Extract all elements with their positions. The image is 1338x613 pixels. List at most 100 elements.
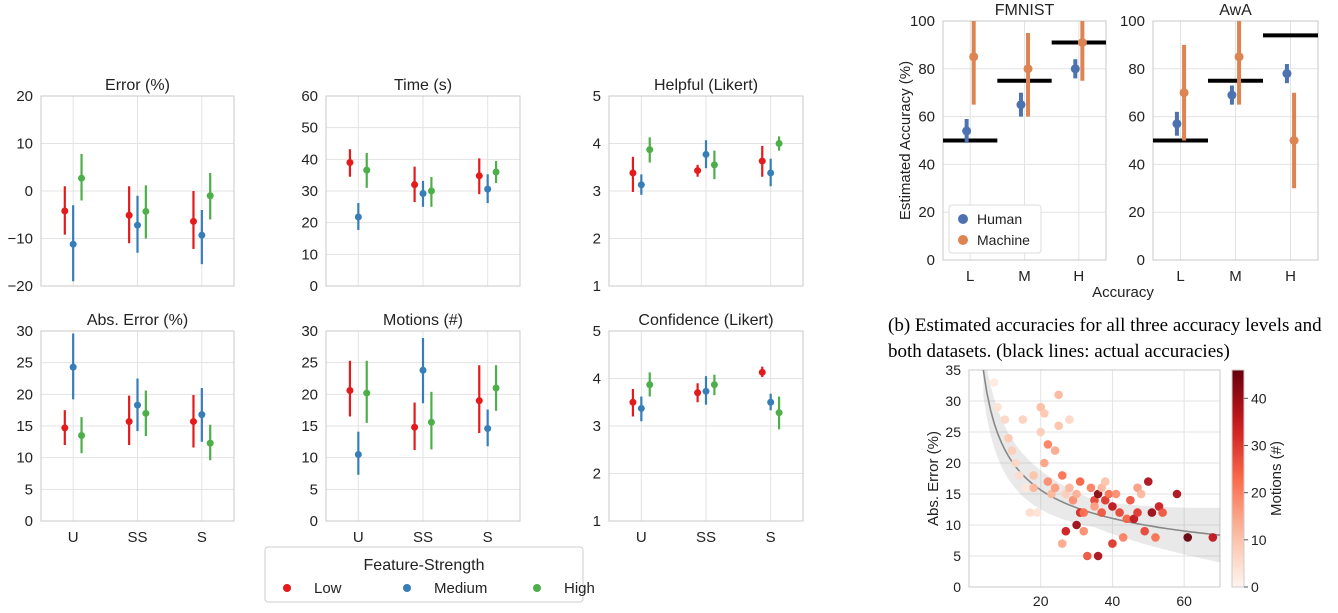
data-point [189, 217, 197, 225]
data-point [363, 389, 371, 397]
y-tick-label: 5 [953, 548, 961, 564]
scatter-point [1072, 489, 1081, 499]
legend-marker [403, 584, 411, 592]
y-tick-label: 0 [953, 579, 961, 595]
scatter-point [1097, 508, 1106, 517]
scatter-point [1090, 502, 1099, 511]
scatter-point [1108, 539, 1117, 548]
y-tick-label: −10 [8, 231, 33, 248]
legend-marker [958, 235, 968, 245]
axes-frame [968, 369, 1221, 588]
y-tick-label: 30 [301, 183, 318, 200]
data-point [1016, 100, 1026, 110]
y-tick-label: 10 [301, 450, 318, 467]
x-tick-label: M [1229, 268, 1242, 285]
data-point [363, 166, 371, 174]
scatter-point [1072, 520, 1081, 530]
y-tick-label: 20 [918, 204, 935, 221]
scatter-point [993, 402, 1002, 412]
y-tick-label: 10 [16, 450, 33, 467]
scatter-point [1143, 477, 1153, 486]
y-tick-label: 3 [593, 183, 601, 200]
panel-title: Motions (#) [383, 312, 463, 329]
scatter-point [1111, 489, 1121, 499]
colorbar-label: Motions (#) [1268, 441, 1285, 516]
plot-area [982, 370, 1220, 563]
data-point [1282, 69, 1292, 79]
scatter-point [1172, 489, 1182, 499]
scatter-point [1065, 415, 1074, 424]
y-axis-label: Abs. Error (%) [925, 431, 942, 526]
data-point [767, 169, 775, 177]
data-point [629, 169, 637, 177]
legend-marker [958, 214, 968, 224]
legend-marker [283, 584, 291, 592]
panel-title: Helpful (Likert) [654, 77, 758, 94]
scatter-point [1079, 508, 1089, 517]
y-tick-label: 35 [945, 362, 961, 378]
scatter-point [1007, 446, 1017, 455]
data-point [354, 451, 362, 458]
data-point [1234, 52, 1244, 62]
data-point [142, 207, 150, 215]
data-point [1289, 136, 1299, 145]
data-point [492, 168, 500, 176]
data-point [1070, 64, 1080, 74]
panel-title: Confidence (Likert) [638, 312, 773, 329]
scatter-point [1054, 421, 1063, 431]
data-point [484, 425, 492, 433]
legend-frame [948, 204, 1042, 254]
y-tick-label: 10 [945, 517, 961, 533]
colorbar-tick-label: 40 [1251, 390, 1267, 406]
data-point [78, 432, 86, 439]
y-tick-label: 60 [918, 109, 935, 126]
data-point [758, 368, 766, 376]
scatter-point [1061, 526, 1071, 536]
data-point [69, 240, 77, 248]
scatter-point [1050, 483, 1060, 493]
scatter-point [1029, 483, 1038, 493]
y-tick-label: 100 [910, 13, 935, 30]
y-tick-label: 0 [1137, 252, 1145, 269]
y-tick-label: 5 [593, 323, 601, 340]
y-tick-label: 25 [16, 355, 33, 372]
scatter-point [1079, 526, 1089, 536]
data-point [134, 401, 141, 409]
colorbar-tick-label: 0 [1251, 579, 1259, 595]
y-tick-label: 15 [301, 418, 318, 435]
scatter-point [1065, 483, 1074, 493]
y-tick-label: 5 [593, 88, 601, 105]
x-tick-label: U [636, 529, 647, 546]
data-point [69, 363, 77, 371]
y-tick-label: 10 [16, 136, 33, 153]
x-tick-label: 60 [1176, 593, 1192, 608]
y-tick-label: 60 [301, 88, 318, 105]
data-point [411, 423, 419, 431]
axes-frame [40, 95, 235, 287]
panel-awa: 0 20 40 60 80 100 AwA L M H [1120, 2, 1319, 285]
legend-feature-strength: Feature-Strength Low Medium High [264, 546, 595, 603]
x-tick-label: L [966, 268, 974, 285]
scatter-point [1057, 471, 1067, 480]
y-tick-label: 1 [593, 513, 601, 530]
panel-scatter: 0 5 10 15 20 25 30 35 20 40 60 Abs. Error (%) 0 10 20 3… [925, 362, 1285, 609]
scatter-point [1140, 526, 1149, 536]
y-tick-label: 15 [16, 418, 33, 435]
x-tick-label: M [1018, 268, 1031, 285]
legend-label: Machine [977, 232, 1030, 248]
y-axis-label: Estimated Accuracy (%) [897, 61, 914, 220]
data-point [354, 213, 362, 221]
data-point [1023, 64, 1033, 74]
legend-frame [264, 546, 584, 603]
x-tick-label: S [197, 529, 207, 546]
data-point [125, 418, 133, 426]
data-point [758, 157, 766, 165]
y-tick-label: 0 [310, 278, 318, 295]
data-point [1227, 90, 1237, 100]
x-tick-label: H [1285, 268, 1296, 285]
